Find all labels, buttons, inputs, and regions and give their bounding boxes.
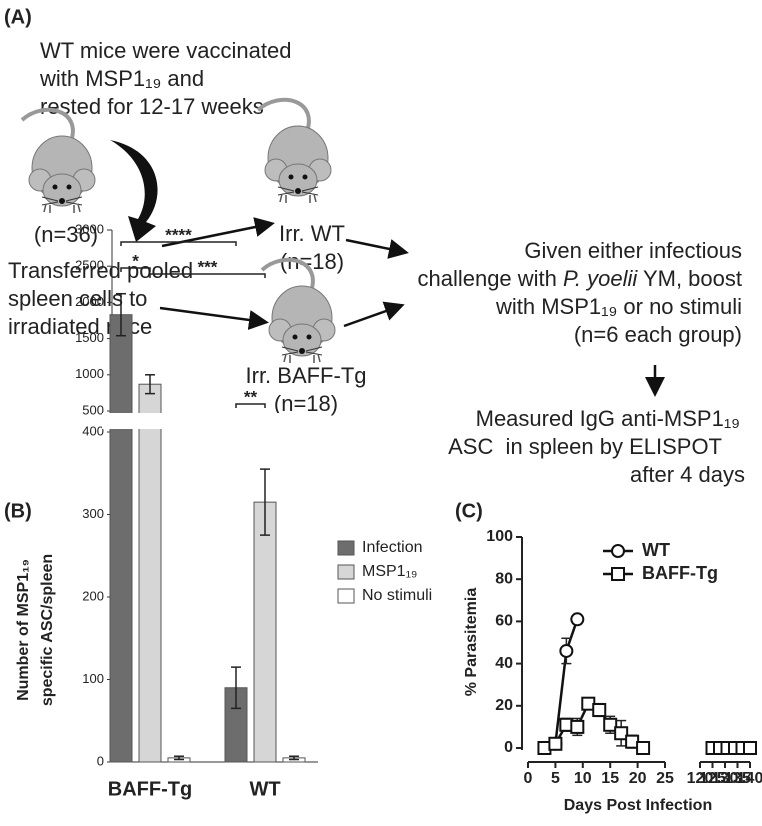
readout-text: ASC in spleen by ELISPOT: [448, 434, 722, 459]
donor-n: (n=36): [34, 222, 98, 247]
challenge-text: with MSP1₁₉ or no stimuli: [495, 294, 742, 319]
readout-text: after 4 days: [630, 462, 745, 487]
x-tick-label: 25: [656, 770, 674, 787]
significance-label: ***: [198, 257, 218, 276]
y-tick-label: 500: [82, 402, 104, 417]
bar: [109, 314, 133, 763]
x-tick-label: 140: [737, 770, 762, 787]
species-name: P. yoelii: [563, 266, 638, 291]
significance-bracket: [120, 267, 151, 272]
significance-bracket: [235, 403, 266, 408]
intro-text: with MSP1₁₉ and: [39, 66, 204, 91]
legend-marker: [611, 567, 625, 581]
error-bar: [289, 755, 299, 761]
axis-break: [102, 413, 318, 429]
text-part: YM, boost: [637, 266, 742, 291]
significance-bracket: [149, 273, 266, 278]
recipient-mouse: [260, 257, 337, 365]
legend-marker: [611, 544, 625, 558]
error-bar: [116, 292, 126, 337]
y-tick-label: 60: [495, 613, 513, 630]
challenge-text: (n=6 each group): [574, 322, 742, 347]
intro-text: WT mice were vaccinated: [40, 38, 291, 63]
x-tick-label: 15: [601, 770, 619, 787]
significance-bracket: [120, 241, 237, 246]
legend-label: Infection: [362, 539, 422, 556]
point: [614, 726, 629, 741]
panel-label: (A): [4, 6, 32, 28]
donor-mouse: [20, 107, 97, 215]
error-bar: [174, 755, 184, 761]
significance-label: **: [244, 387, 258, 406]
y-tick-label: 40: [495, 655, 513, 672]
y-axis-label: Number of MSP1₁₉: [15, 559, 32, 701]
y-tick-label: 300: [82, 506, 104, 521]
point: [548, 736, 563, 751]
x-tick-label: 0: [524, 770, 533, 787]
y-tick-label: 80: [495, 570, 513, 587]
x-tick-label: BAFF-Tg: [108, 778, 192, 800]
significance-label: *: [132, 251, 139, 270]
x-tick-label: 20: [629, 770, 647, 787]
bar: [253, 501, 277, 763]
y-tick-label: 20: [495, 697, 513, 714]
intro-text: rested for 12-17 weeks: [40, 94, 264, 119]
y-tick-label: 0: [504, 739, 513, 756]
x-tick-label: 135: [724, 770, 751, 787]
bar: [138, 383, 162, 763]
x-axis-label: Days Post Infection: [564, 797, 712, 814]
x-tick-label: 10: [574, 770, 592, 787]
y-tick-label: 1000: [75, 366, 104, 381]
error-bar: [231, 666, 241, 710]
recipient-label: Irr. BAFF-Tg: [246, 363, 367, 388]
recipient-label: Irr. WT: [279, 221, 345, 246]
point: [559, 643, 574, 658]
legend-label: MSP1₁₉: [362, 563, 417, 580]
readout-text: Measured IgG anti-MSP1₁₉: [476, 406, 740, 431]
y-tick-label: 400: [82, 423, 104, 438]
legend-swatch: [337, 540, 355, 556]
significance-label: ****: [165, 225, 192, 244]
point: [570, 612, 585, 627]
y-tick-label: 3000: [75, 221, 104, 236]
y-tick-label: 200: [82, 588, 104, 603]
x-tick-label: 5: [551, 770, 560, 787]
legend-label: BAFF-Tg: [642, 563, 718, 583]
text-part: challenge with: [417, 266, 563, 291]
point: [636, 741, 651, 755]
x-tick-label: 130: [712, 770, 739, 787]
y-tick-label: 0: [97, 753, 104, 768]
legend-swatch: [337, 564, 355, 580]
transfer-text: spleen cells to: [8, 286, 147, 311]
point: [592, 703, 607, 718]
x-tick-label: WT: [249, 778, 280, 800]
curved-arrow: [110, 140, 158, 242]
y-tick-label: 1500: [75, 330, 104, 345]
error-bar: [145, 374, 155, 395]
y-tick-label: 2500: [75, 258, 104, 273]
legend-swatch: [337, 588, 355, 604]
y-axis-label: % Parasitemia: [463, 588, 480, 697]
transfer-text: Transferred pooled: [8, 258, 193, 283]
y-tick-label: 100: [486, 528, 513, 545]
error-bar: [260, 468, 270, 536]
y-axis-label: specific ASC/spleen: [39, 554, 56, 706]
recipient-n: (n=18): [274, 391, 338, 416]
legend-label: WT: [642, 540, 670, 560]
point: [570, 719, 585, 734]
y-tick-label: 100: [82, 671, 104, 686]
x-tick-label: 120: [687, 770, 714, 787]
panel-label: (B): [4, 500, 32, 522]
point: [603, 717, 618, 732]
x-tick-label: 125: [699, 770, 726, 787]
panel-label: (C): [455, 500, 483, 522]
challenge-text: Given either infectious: [524, 238, 742, 263]
y-tick-label: 2000: [75, 294, 104, 309]
legend-label: No stimuli: [362, 587, 432, 604]
challenge-text: challenge with P. yoelii YM, boost: [417, 266, 742, 291]
point: [743, 741, 757, 755]
recipient-mouse: [256, 97, 333, 205]
